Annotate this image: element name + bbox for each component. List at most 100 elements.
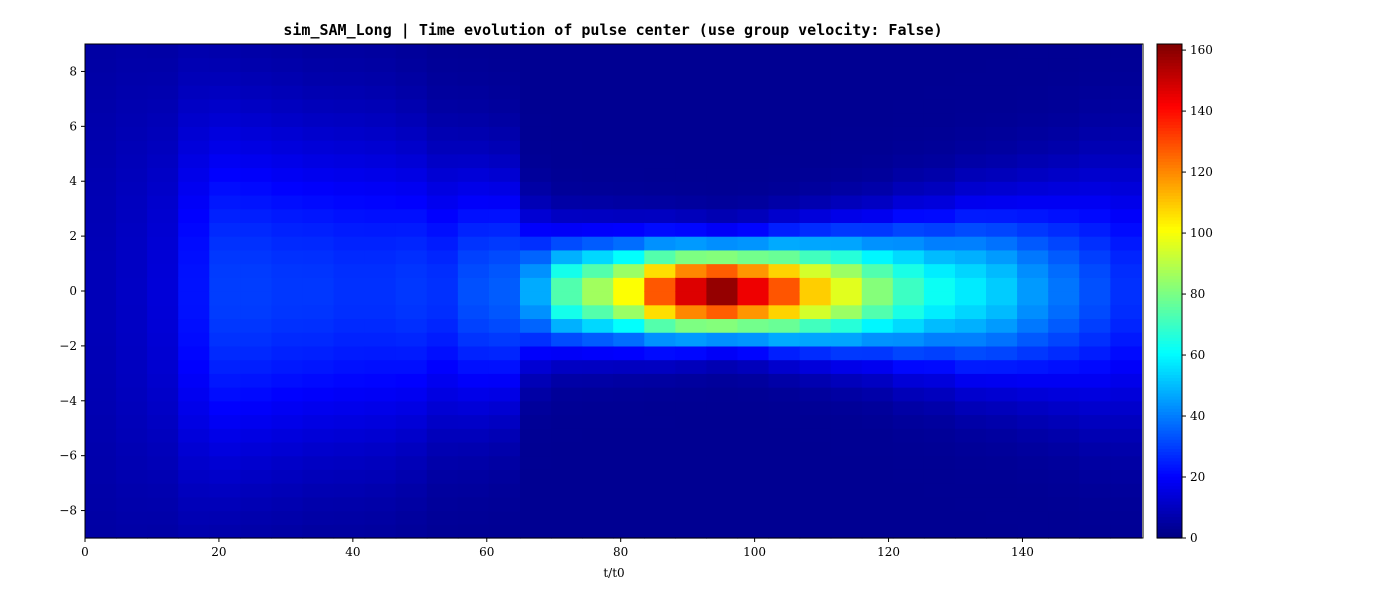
heatmap-cell <box>364 304 397 320</box>
heatmap-cell <box>768 112 801 127</box>
heatmap-cell <box>644 98 676 114</box>
heatmap-cell <box>457 428 490 443</box>
heatmap-cell <box>519 222 552 237</box>
colorbar-segment <box>1157 519 1182 524</box>
heatmap-cell <box>1110 236 1142 251</box>
heatmap-cell <box>240 318 273 333</box>
heatmap-cell <box>582 71 614 86</box>
heatmap-cell <box>488 510 521 525</box>
colorbar-segment <box>1157 68 1182 73</box>
heatmap-cell <box>644 441 676 457</box>
heatmap-cell <box>116 483 148 498</box>
colorbar-segment <box>1157 108 1182 113</box>
heatmap-cell <box>613 277 645 292</box>
heatmap-cell <box>675 524 708 539</box>
heatmap-cell <box>519 400 552 416</box>
heatmap-cell <box>457 469 490 484</box>
heatmap-cell <box>333 414 366 429</box>
heatmap-cell <box>613 496 645 512</box>
x-tick-label: 40 <box>345 545 360 559</box>
heatmap-cell <box>85 400 117 416</box>
heatmap-cell <box>457 181 490 196</box>
heatmap-cell <box>116 277 148 292</box>
heatmap-cell <box>364 428 397 443</box>
colorbar-segment <box>1157 507 1182 511</box>
heatmap-cell <box>799 441 832 457</box>
heatmap-cell <box>892 194 925 210</box>
heatmap-cell <box>644 359 676 374</box>
heatmap-cell <box>364 277 397 292</box>
heatmap-cell <box>954 112 987 127</box>
heatmap-cell <box>861 373 894 388</box>
heatmap-cell <box>892 71 925 86</box>
heatmap-cell <box>613 181 645 196</box>
colorbar-segment <box>1157 451 1182 456</box>
heatmap-cell <box>209 140 241 155</box>
heatmap-cell <box>178 469 210 484</box>
heatmap-cell <box>426 318 459 333</box>
heatmap-cell <box>830 318 863 333</box>
heatmap-cell <box>395 291 428 306</box>
heatmap-cell <box>302 345 335 361</box>
heatmap-cell <box>644 181 676 196</box>
heatmap-cell <box>954 414 987 429</box>
colorbar-segment <box>1157 334 1182 338</box>
colorbar-segment <box>1157 389 1182 394</box>
heatmap-cell <box>271 332 304 347</box>
heatmap-cell <box>85 236 117 251</box>
heatmap-cell <box>116 524 148 539</box>
heatmap-cell <box>706 85 739 100</box>
heatmap-cell <box>861 291 894 306</box>
heatmap-cell <box>706 208 739 223</box>
heatmap-cell <box>85 496 117 512</box>
heatmap-cell <box>85 140 117 155</box>
heatmap-cell <box>519 455 552 470</box>
colorbar-segment <box>1157 423 1182 428</box>
heatmap-cell <box>333 524 366 539</box>
heatmap-cell <box>1079 277 1111 292</box>
heatmap-cell <box>768 71 801 86</box>
heatmap-cell <box>923 359 956 374</box>
heatmap-cell <box>457 44 490 59</box>
y-tick-label: 0 <box>69 284 77 298</box>
colorbar-segment <box>1157 235 1182 240</box>
heatmap-cell <box>551 236 583 251</box>
heatmap-cell <box>644 345 676 361</box>
heatmap-cell <box>364 345 397 361</box>
heatmap-cell <box>426 510 459 525</box>
heatmap-cell <box>209 441 241 457</box>
heatmap-cell <box>178 71 210 86</box>
heatmap-cell <box>861 194 894 210</box>
heatmap-cell <box>675 208 708 223</box>
colorbar-segment <box>1157 294 1182 298</box>
heatmap-cell <box>209 208 241 223</box>
heatmap-cell <box>240 345 273 361</box>
heatmap-cell <box>799 57 832 73</box>
heatmap-cell <box>1079 249 1111 265</box>
heatmap-cell <box>1079 510 1111 525</box>
y-tick-label: 6 <box>69 119 77 133</box>
heatmap-cell <box>954 332 987 347</box>
heatmap-cell <box>147 208 179 223</box>
heatmap-cell <box>768 98 801 114</box>
heatmap-cell <box>986 359 1018 374</box>
heatmap-cell <box>799 483 832 498</box>
heatmap-cell <box>923 318 956 333</box>
heatmap-cell <box>551 359 583 374</box>
heatmap-cell <box>1017 496 1049 512</box>
heatmap-cell <box>488 387 521 402</box>
heatmap-cell <box>582 44 614 59</box>
heatmap-cell <box>457 57 490 73</box>
colorbar-segment <box>1157 386 1182 391</box>
heatmap-cell <box>1017 483 1049 498</box>
heatmap-cell <box>768 277 801 292</box>
heatmap-cell <box>1079 208 1111 223</box>
heatmap-cell <box>1048 222 1080 237</box>
heatmap-cell <box>675 373 708 388</box>
heatmap-cell <box>85 249 117 265</box>
heatmap-cell <box>551 345 583 361</box>
colorbar-tick-label: 120 <box>1190 165 1213 179</box>
heatmap-cell <box>116 510 148 525</box>
colorbar-segment <box>1157 466 1182 471</box>
heatmap-cell <box>395 167 428 182</box>
